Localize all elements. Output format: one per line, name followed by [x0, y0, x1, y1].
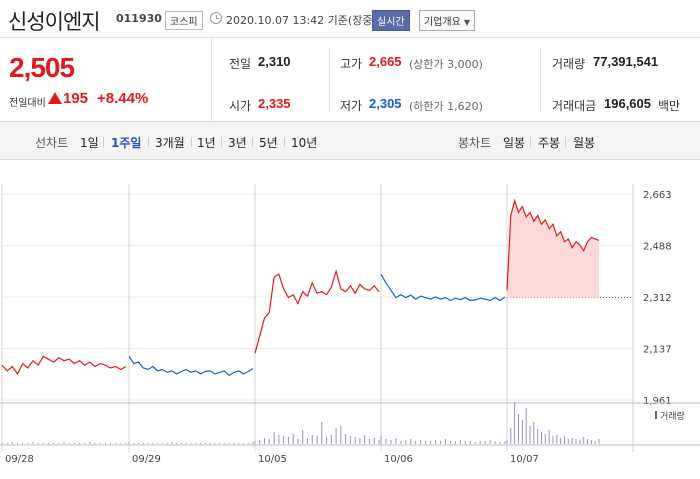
high-label: 고가	[340, 57, 363, 71]
amount-label: 거래대금	[552, 99, 597, 113]
series-line-10/06	[380, 273, 506, 302]
series-line-09/29	[128, 355, 254, 377]
period-1y[interactable]: 1년	[197, 136, 216, 150]
low-label: 저가	[340, 99, 363, 113]
open-label: 시가	[229, 99, 252, 113]
stock-code: 011930	[116, 12, 162, 25]
x-tick-label: 09/28	[5, 454, 34, 465]
series-area-10/07	[507, 200, 599, 298]
candle-weekly[interactable]: 주봉	[538, 136, 561, 150]
period-1w[interactable]: 1주일	[111, 136, 142, 150]
triangle-up-icon	[48, 92, 62, 104]
main-price-box: 2,505 전일대비 195 +8.44%	[0, 38, 212, 122]
divider	[329, 48, 330, 112]
period-selector: 선차트 1일 1주일 3개월 1년 3년 5년 10년 봉차트 일봉 주봉 월봉	[0, 122, 700, 160]
company-info-label: 기업개요	[424, 17, 461, 28]
period-3y[interactable]: 3년	[228, 136, 247, 150]
divider	[540, 48, 541, 112]
upper-limit: (상한가 3,000)	[409, 58, 483, 71]
volume-legend-swatch	[655, 411, 657, 419]
period-divider	[284, 137, 285, 147]
amount-value: 196,605	[604, 96, 651, 111]
quote-panel: 2,505 전일대비 195 +8.44% 전일 2,310 시가 2,335 …	[0, 38, 700, 122]
period-divider	[565, 137, 566, 147]
period-divider	[148, 137, 149, 147]
volume-label: 거래량	[552, 57, 586, 71]
period-divider	[103, 137, 104, 147]
low-value: 2,305	[369, 96, 402, 111]
y-tick-label: 2,488	[643, 242, 672, 253]
high-value: 2,665	[369, 54, 402, 69]
series-line-10/07	[506, 198, 600, 291]
company-info-button[interactable]: 기업개요 ▼	[419, 10, 475, 31]
line-chart-label: 선차트	[35, 136, 69, 150]
change-label: 전일대비	[9, 98, 46, 109]
period-divider	[191, 137, 192, 147]
y-tick-label: 2,137	[643, 345, 672, 356]
realtime-button[interactable]: 실시간	[372, 10, 410, 31]
open-value: 2,335	[258, 96, 291, 111]
volume-value: 77,391,541	[593, 54, 659, 69]
stock-header: 신성이엔지 011930 코스피 2020.10.07 13:42 기준(장중)…	[0, 0, 700, 38]
prev-close-label: 전일	[229, 57, 252, 71]
clock-icon	[210, 12, 222, 24]
chevron-down-icon: ▼	[463, 18, 470, 27]
prev-close-value: 2,310	[258, 54, 291, 69]
amount-unit: 백만	[658, 99, 681, 113]
candle-daily[interactable]: 일봉	[503, 136, 526, 150]
y-tick-label: 2,312	[643, 293, 672, 304]
candle-monthly[interactable]: 월봉	[573, 136, 596, 150]
y-tick-label: 2,663	[643, 190, 672, 201]
x-tick-label: 10/05	[258, 454, 287, 465]
period-10y[interactable]: 10년	[291, 136, 318, 150]
period-divider	[530, 137, 531, 147]
current-price: 2,505	[9, 52, 75, 83]
change-rate: +8.44%	[97, 90, 149, 107]
y-tick-label: 1,961	[643, 396, 672, 407]
stock-name: 신성이엔지	[8, 10, 101, 34]
quote-datetime: 2020.10.07 13:42 기준(장중)	[226, 14, 377, 27]
period-5y[interactable]: 5년	[259, 136, 278, 150]
x-tick-label: 10/07	[510, 454, 539, 465]
x-tick-label: 09/29	[132, 454, 161, 465]
change-amount: 195	[63, 90, 89, 107]
period-divider	[221, 137, 222, 147]
series-line-09/28	[1, 355, 127, 376]
lower-limit: (하한가 1,620)	[409, 100, 483, 113]
market-badge: 코스피	[165, 11, 203, 30]
x-tick-label: 10/06	[384, 454, 413, 465]
price-chart[interactable]: 2,663 2,488 2,312 2,137 1,961 거래량 09/28 09/29 10…	[0, 160, 700, 479]
series-line-10/05	[254, 268, 380, 354]
volume-legend-label: 거래량	[660, 410, 685, 422]
period-3m[interactable]: 3개월	[155, 136, 185, 150]
period-1d[interactable]: 1일	[80, 136, 99, 150]
candle-chart-label: 봉차트	[458, 136, 492, 150]
period-divider	[252, 137, 253, 147]
